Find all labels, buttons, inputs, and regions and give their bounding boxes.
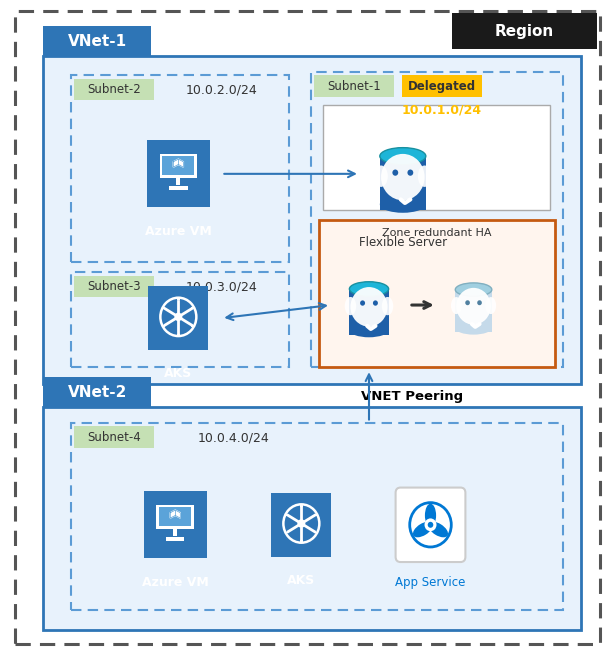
Circle shape <box>427 522 434 528</box>
Circle shape <box>381 154 424 200</box>
Ellipse shape <box>418 165 431 187</box>
Circle shape <box>360 300 365 306</box>
Text: Subnet-4: Subnet-4 <box>87 431 141 444</box>
FancyBboxPatch shape <box>74 79 154 100</box>
Text: Delegated: Delegated <box>408 80 475 93</box>
Text: VNET Peering: VNET Peering <box>361 390 463 403</box>
FancyBboxPatch shape <box>162 325 165 327</box>
FancyBboxPatch shape <box>395 487 466 562</box>
FancyBboxPatch shape <box>43 56 581 384</box>
Circle shape <box>424 518 437 531</box>
FancyBboxPatch shape <box>323 105 550 210</box>
FancyBboxPatch shape <box>148 286 208 350</box>
FancyBboxPatch shape <box>169 186 188 190</box>
Circle shape <box>407 169 413 176</box>
Ellipse shape <box>455 283 492 297</box>
FancyBboxPatch shape <box>402 75 482 97</box>
Polygon shape <box>173 159 183 167</box>
FancyBboxPatch shape <box>159 154 197 178</box>
Ellipse shape <box>485 297 496 314</box>
FancyBboxPatch shape <box>300 541 303 543</box>
FancyBboxPatch shape <box>43 407 581 630</box>
FancyBboxPatch shape <box>314 514 317 516</box>
Ellipse shape <box>345 297 356 316</box>
FancyBboxPatch shape <box>159 507 191 526</box>
Text: Flexible Server: Flexible Server <box>359 236 447 249</box>
Circle shape <box>392 169 399 176</box>
FancyBboxPatch shape <box>271 493 331 557</box>
FancyBboxPatch shape <box>74 276 154 297</box>
FancyBboxPatch shape <box>43 377 151 407</box>
FancyBboxPatch shape <box>43 26 151 56</box>
FancyBboxPatch shape <box>177 298 180 300</box>
FancyBboxPatch shape <box>162 307 165 309</box>
Text: VNet-1: VNet-1 <box>68 34 127 49</box>
Ellipse shape <box>382 297 393 316</box>
Text: 10.0.4.0/24: 10.0.4.0/24 <box>198 431 269 444</box>
Circle shape <box>465 300 470 305</box>
Text: Azure VM: Azure VM <box>145 225 212 238</box>
FancyBboxPatch shape <box>177 177 180 186</box>
Circle shape <box>175 313 182 321</box>
FancyBboxPatch shape <box>173 528 177 537</box>
FancyBboxPatch shape <box>147 140 210 207</box>
Text: VNet-2: VNet-2 <box>68 385 127 400</box>
Circle shape <box>351 287 387 327</box>
Circle shape <box>297 520 306 528</box>
Text: Subnet-1: Subnet-1 <box>327 80 381 93</box>
Ellipse shape <box>428 522 448 537</box>
Text: Azure VM: Azure VM <box>142 576 208 589</box>
Text: AKS: AKS <box>287 574 315 587</box>
Circle shape <box>477 300 482 305</box>
Ellipse shape <box>380 148 426 165</box>
Ellipse shape <box>455 321 492 335</box>
Text: 10.0.3.0/24: 10.0.3.0/24 <box>186 280 257 293</box>
Ellipse shape <box>413 522 433 537</box>
Ellipse shape <box>375 165 388 187</box>
FancyBboxPatch shape <box>166 537 184 541</box>
Text: Subnet-3: Subnet-3 <box>87 280 141 293</box>
FancyBboxPatch shape <box>177 334 180 336</box>
Ellipse shape <box>349 323 389 337</box>
Text: App Service: App Service <box>395 576 466 589</box>
Ellipse shape <box>451 297 462 314</box>
FancyBboxPatch shape <box>314 75 394 97</box>
Text: Zone redundant HA: Zone redundant HA <box>382 228 492 238</box>
Polygon shape <box>170 510 180 518</box>
Ellipse shape <box>380 196 426 213</box>
Text: 10.0.1.0/24: 10.0.1.0/24 <box>402 104 482 117</box>
Circle shape <box>456 288 491 325</box>
FancyBboxPatch shape <box>191 307 194 309</box>
Text: Subnet-2: Subnet-2 <box>87 83 141 96</box>
FancyBboxPatch shape <box>300 504 303 506</box>
Text: 10.0.2.0/24: 10.0.2.0/24 <box>186 83 257 96</box>
FancyBboxPatch shape <box>191 325 194 327</box>
Ellipse shape <box>425 504 436 527</box>
FancyBboxPatch shape <box>162 156 194 175</box>
FancyBboxPatch shape <box>319 220 555 367</box>
FancyBboxPatch shape <box>380 156 426 210</box>
FancyBboxPatch shape <box>452 13 597 49</box>
FancyBboxPatch shape <box>144 491 207 558</box>
Text: Region: Region <box>494 24 554 39</box>
FancyBboxPatch shape <box>455 290 492 332</box>
FancyBboxPatch shape <box>74 426 154 448</box>
Text: AKS: AKS <box>164 367 192 380</box>
FancyBboxPatch shape <box>314 531 317 533</box>
FancyBboxPatch shape <box>285 531 288 533</box>
FancyBboxPatch shape <box>349 289 389 335</box>
FancyBboxPatch shape <box>285 514 288 516</box>
Ellipse shape <box>349 281 389 297</box>
FancyBboxPatch shape <box>156 504 194 529</box>
Circle shape <box>373 300 378 306</box>
